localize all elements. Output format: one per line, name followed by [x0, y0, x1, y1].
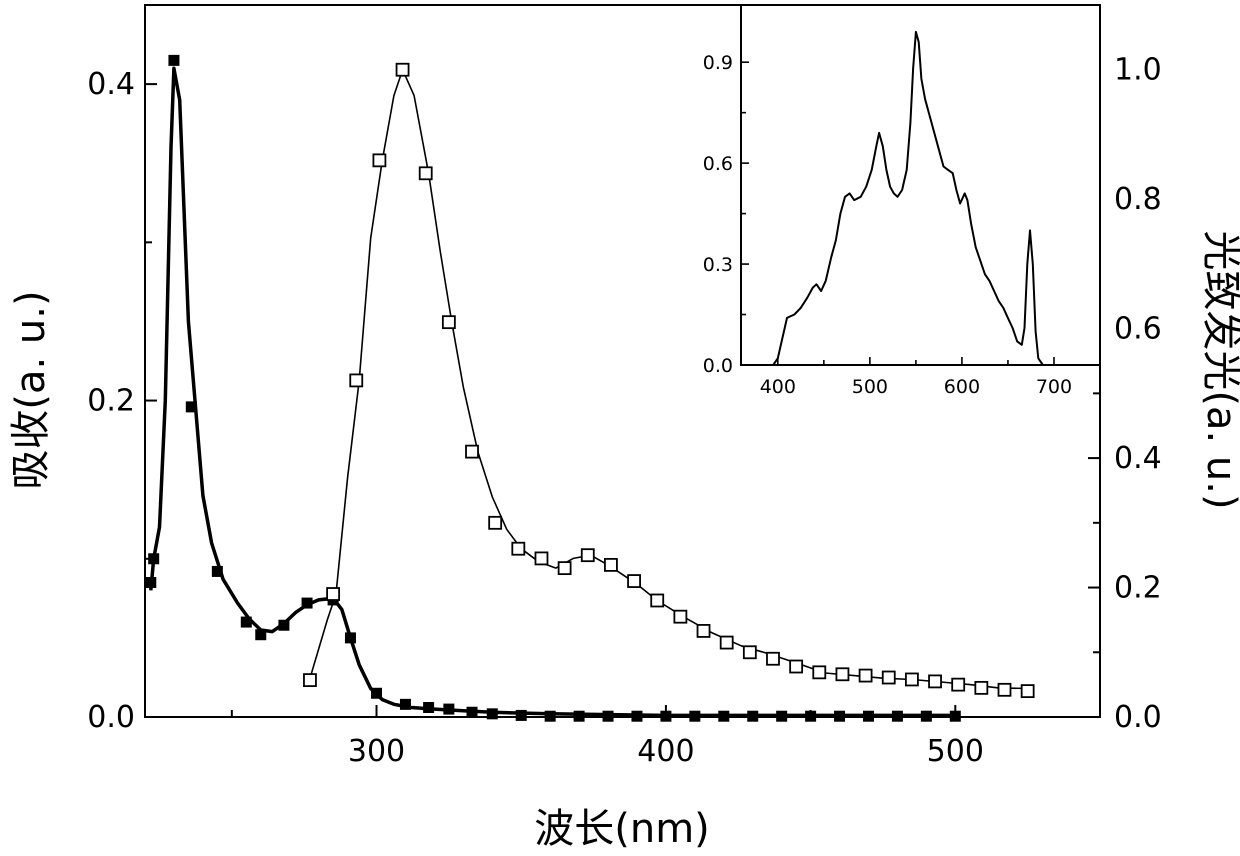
photoluminescence-marker	[673, 609, 688, 624]
absorption-marker	[718, 710, 730, 722]
absorption-marker	[466, 706, 478, 718]
x-tick-label: 400	[637, 734, 694, 769]
y-axis-title-left: 吸收(a. u.)	[8, 290, 54, 489]
x-tick-label: 300	[348, 734, 405, 769]
absorption-marker	[211, 565, 223, 577]
photoluminescence-marker	[604, 557, 618, 572]
inset-x-tick-label: 400	[760, 376, 796, 398]
absorption-marker	[949, 710, 961, 722]
photoluminescence-marker	[742, 645, 757, 660]
inset-series	[741, 30, 1100, 366]
absorption-marker	[168, 54, 180, 66]
photoluminescence-marker	[858, 668, 873, 683]
y-left-tick-label: 0.0	[87, 700, 135, 735]
photoluminescence-marker	[1020, 684, 1035, 699]
photoluminescence-marker	[766, 651, 780, 666]
photoluminescence-marker	[951, 677, 966, 692]
absorption-marker	[148, 553, 160, 565]
photoluminescence-marker	[719, 635, 734, 650]
absorption-marker	[834, 710, 846, 722]
y-right-tick-label: 0.6	[1114, 312, 1162, 347]
absorption-marker	[805, 710, 817, 722]
photoluminescence-marker	[904, 672, 919, 687]
photoluminescence-marker	[441, 315, 456, 330]
photoluminescence-marker	[997, 682, 1012, 697]
absorption-marker	[486, 708, 498, 720]
y-left-tick-label: 0.4	[87, 67, 135, 102]
absorption-marker	[602, 710, 614, 722]
photoluminescence-marker	[488, 515, 503, 530]
inset-spectrum-line	[741, 30, 1100, 366]
inset-x-tick-label: 500	[852, 376, 888, 398]
main-series	[145, 54, 1035, 722]
absorption-marker	[240, 616, 252, 628]
absorption-marker	[891, 710, 903, 722]
absorption-marker	[371, 687, 383, 699]
y-right-tick-label: 0.4	[1114, 441, 1162, 476]
absorption-marker	[747, 710, 759, 722]
photoluminescence-marker	[835, 667, 850, 682]
photoluminescence-marker	[465, 444, 479, 459]
inset-x-tick-label: 600	[944, 376, 980, 398]
absorption-marker	[399, 698, 411, 710]
absorption-marker	[344, 632, 356, 644]
absorption-marker	[660, 710, 672, 722]
photoluminescence-marker	[303, 673, 317, 688]
absorption-marker	[301, 597, 313, 609]
absorption-marker	[278, 619, 290, 631]
inset-axes: 400 500 600 700 0.0 0.3 0.6 0.9	[703, 52, 1101, 398]
absorption-marker	[573, 710, 585, 722]
photoluminescence-marker	[395, 62, 410, 77]
photoluminescence-marker	[881, 670, 896, 685]
photoluminescence-marker	[650, 593, 665, 608]
photoluminescence-marker	[627, 574, 641, 588]
photoluminescence-marker	[812, 665, 827, 680]
y-right-tick-label: 0.2	[1114, 571, 1162, 606]
photoluminescence-marker	[418, 166, 433, 181]
absorption-marker	[515, 709, 527, 721]
inset-y-tick-label: 0.6	[703, 153, 733, 175]
absorption-marker	[145, 577, 157, 589]
x-tick-label: 500	[927, 734, 984, 769]
photoluminescence-marker	[326, 587, 341, 601]
photoluminescence-marker	[534, 551, 549, 566]
absorption-marker	[631, 710, 643, 722]
absorption-marker	[776, 710, 788, 722]
photoluminescence-marker	[928, 674, 942, 689]
photoluminescence-marker	[372, 153, 387, 168]
absorption-marker	[423, 702, 435, 714]
absorption-marker	[255, 629, 267, 641]
absorption-marker	[689, 710, 701, 722]
absorption-marker	[544, 710, 556, 722]
y-left-tick-label: 0.2	[87, 384, 135, 419]
inset-plot-frame	[740, 4, 1101, 366]
inset-y-tick-label: 0.3	[703, 254, 733, 276]
absorption-marker	[862, 710, 874, 722]
photoluminescence-marker	[789, 659, 804, 674]
y-axis-title-right: 光致发光(a. u.)	[1198, 230, 1240, 509]
inset-y-tick-label: 0.9	[703, 52, 733, 74]
main-axes: 300 400 500 0.0 0.2 0.4 0.0 0.2 0.4 0.6 0.8 1.0	[87, 4, 1162, 769]
photoluminescence-marker	[580, 548, 595, 563]
photoluminescence-marker	[511, 541, 526, 556]
photoluminescence-marker	[974, 680, 989, 695]
y-right-tick-label: 0.8	[1114, 182, 1162, 217]
photoluminescence-marker	[349, 373, 364, 388]
absorption-marker	[443, 703, 455, 715]
inset-x-tick-label: 700	[1036, 376, 1072, 398]
y-right-tick-label: 1.0	[1114, 53, 1162, 88]
y-right-tick-label: 0.0	[1114, 700, 1162, 735]
photoluminescence-marker	[557, 561, 572, 576]
inset-y-tick-label: 0.0	[703, 355, 733, 377]
x-axis-title: 波长(nm)	[534, 806, 710, 852]
absorption-marker	[185, 401, 197, 413]
photoluminescence-marker	[696, 624, 711, 638]
absorption-marker	[920, 710, 932, 722]
